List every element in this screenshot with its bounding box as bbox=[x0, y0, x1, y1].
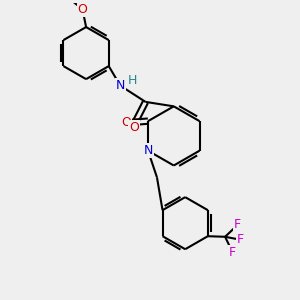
Text: H: H bbox=[128, 74, 137, 87]
Text: N: N bbox=[116, 79, 125, 92]
Text: N: N bbox=[143, 144, 153, 157]
Text: F: F bbox=[229, 246, 236, 259]
Text: O: O bbox=[122, 116, 131, 129]
Text: F: F bbox=[234, 218, 241, 232]
Text: O: O bbox=[129, 121, 139, 134]
Text: F: F bbox=[237, 233, 244, 246]
Text: O: O bbox=[78, 3, 88, 16]
